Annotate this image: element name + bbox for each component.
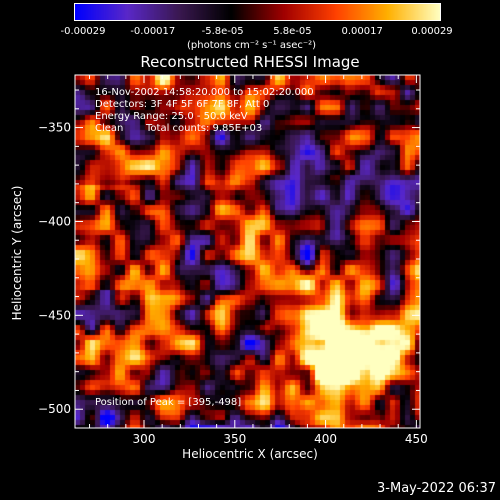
annotation-clean: Clean: [95, 123, 124, 134]
y-tick-label: −400: [38, 214, 71, 228]
colorbar-unit-label: (photons cm⁻² s⁻¹ asec⁻²): [187, 40, 317, 51]
colorbar-tick-label: -0.00017: [130, 26, 176, 37]
plot-frame: [74, 74, 421, 429]
colorbar-tick-label: 0.00029: [411, 26, 453, 37]
colorbar: [74, 3, 441, 21]
x-tick-label: 350: [223, 432, 246, 446]
colorbar-tick-label: -0.00029: [60, 26, 106, 37]
y-tick-label: −350: [38, 121, 71, 135]
annotation-detectors: Detectors: 3F 4F 5F 6F 7F 8F, Att 0: [95, 99, 270, 110]
annotation-energy-range: Energy Range: 25.0 - 50.0 keV: [95, 111, 248, 122]
colorbar-tick-label: -5.8e-05: [201, 26, 244, 37]
x-tick-label: 300: [133, 432, 156, 446]
annotation-total-counts: Total counts: 9.85E+03: [146, 123, 263, 134]
y-tick-label: −450: [38, 308, 71, 322]
colorbar-tick-label: 5.8e-05: [273, 26, 312, 37]
annotation-peak-position: Position of Peak = [395,-498]: [95, 397, 242, 408]
chart-title: Reconstructed RHESSI Image: [140, 53, 360, 71]
heatmap-image: [75, 75, 420, 428]
annotation-time-range: 16-Nov-2002 14:58:20.000 to 15:02:20.000: [95, 87, 314, 98]
y-axis-label: Heliocentric Y (arcsec): [10, 185, 24, 321]
x-tick-label: 450: [405, 432, 428, 446]
colorbar-tick-label: 0.00017: [341, 26, 383, 37]
x-tick-label: 400: [314, 432, 337, 446]
y-tick-label: −500: [38, 402, 71, 416]
timestamp: 3-May-2022 06:37: [377, 481, 496, 496]
x-axis-label: Heliocentric X (arcsec): [182, 447, 318, 461]
